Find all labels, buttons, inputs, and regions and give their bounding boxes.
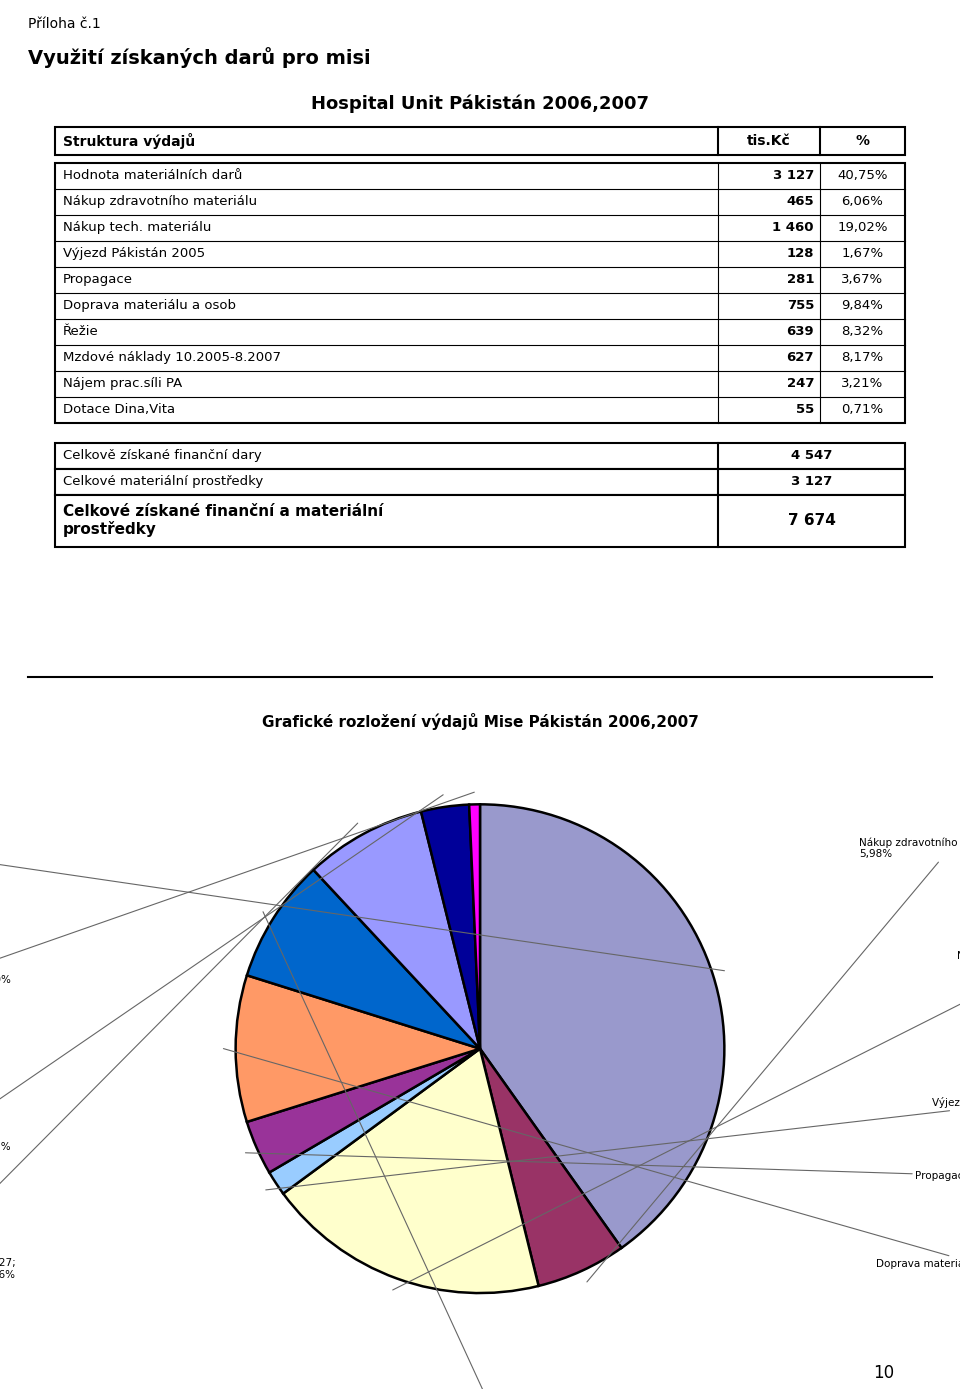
Text: Nákup zdravotního materiálu: Nákup zdravotního materiálu [63, 196, 257, 208]
Text: Příloha č.1: Příloha č.1 [28, 17, 101, 31]
Wedge shape [283, 1049, 539, 1293]
Wedge shape [247, 870, 480, 1049]
Text: Celkové materiální prostředky: Celkové materiální prostředky [63, 475, 263, 488]
Wedge shape [314, 811, 480, 1049]
Text: 9,84%: 9,84% [842, 299, 883, 313]
Wedge shape [270, 1049, 480, 1193]
Bar [55, 468, 905, 494]
Text: Propagace: Propagace [63, 274, 133, 286]
Text: 3,67%: 3,67% [841, 274, 883, 286]
Text: Hospital Unit Pákistán 2006,2007: Hospital Unit Pákistán 2006,2007 [311, 94, 649, 114]
Text: Celkové získané finanční a materiální
prostředky: Celkové získané finanční a materiální pr… [63, 504, 383, 538]
Text: Struktura výdajů: Struktura výdajů [63, 133, 195, 149]
Text: 281: 281 [786, 274, 814, 286]
Text: 6,06%: 6,06% [842, 196, 883, 208]
Text: Nájem prac.síli PA; 247; 3,17%: Nájem prac.síli PA; 247; 3,17% [0, 795, 444, 1151]
Text: 755: 755 [786, 299, 814, 313]
Text: 3 127: 3 127 [773, 169, 814, 182]
Wedge shape [247, 1049, 480, 1172]
Text: Doprava materiálu a osob: Doprava materiálu a osob [63, 299, 236, 313]
Text: 247: 247 [786, 378, 814, 390]
Text: Nákup tech. materiálu: Nákup tech. materiálu [63, 221, 211, 235]
Text: Nákup zdravotního materiálu; 465;
5,98%: Nákup zdravotního materiálu; 465; 5,98% [587, 838, 960, 1282]
Bar [55, 126, 905, 156]
Text: Řežie; 639; 8,21%: Řežie; 639; 8,21% [263, 911, 540, 1389]
Text: 639: 639 [786, 325, 814, 339]
Text: tis.Kč: tis.Kč [747, 133, 791, 147]
Text: 40,75%: 40,75% [837, 169, 888, 182]
Text: 55: 55 [796, 403, 814, 417]
Text: 3 127: 3 127 [791, 475, 832, 488]
Wedge shape [235, 975, 480, 1122]
Text: Mzdové náklady 10.2005-8.2007; 627;
8,06%: Mzdové náklady 10.2005-8.2007; 627; 8,06… [0, 824, 358, 1279]
Text: 627: 627 [786, 351, 814, 364]
Text: 8,32%: 8,32% [841, 325, 883, 339]
Text: 1,67%: 1,67% [841, 247, 883, 260]
Bar [55, 163, 905, 422]
Text: Výjezd Pákistán 2005: Výjezd Pákistán 2005 [63, 247, 205, 260]
Text: 10: 10 [873, 1364, 894, 1382]
Wedge shape [421, 804, 480, 1049]
Text: Celkově získané finanční dary: Celkově získané finanční dary [63, 449, 262, 463]
Text: 4 547: 4 547 [791, 449, 832, 463]
Text: Dotace Dina,Vita: Dotace Dina,Vita [63, 403, 175, 417]
Text: Hodnota materiálních darů; 3 127;
40,18%: Hodnota materiálních darů; 3 127; 40,18% [0, 838, 725, 971]
Text: %: % [855, 133, 870, 147]
Text: Dotace Dina,Vita; 55; 0,70%: Dotace Dina,Vita; 55; 0,70% [0, 792, 474, 985]
Text: 3,21%: 3,21% [841, 378, 883, 390]
Text: 19,02%: 19,02% [837, 221, 888, 235]
Bar [55, 443, 905, 468]
Text: Propagace; 281; 3,61%: Propagace; 281; 3,61% [246, 1153, 960, 1181]
Text: 128: 128 [786, 247, 814, 260]
Text: Řežie: Řežie [63, 325, 99, 339]
Text: Nájem prac.síli PA: Nájem prac.síli PA [63, 378, 182, 390]
Text: 0,71%: 0,71% [841, 403, 883, 417]
Text: Doprava materiálu a osob; 755; 9,70%: Doprava materiálu a osob; 755; 9,70% [224, 1049, 960, 1270]
Text: Výjezd Pákistán 2005; 128; 1,65%: Výjezd Pákistán 2005; 128; 1,65% [266, 1097, 960, 1190]
Text: 1 460: 1 460 [773, 221, 814, 235]
Text: 465: 465 [786, 196, 814, 208]
Text: Hodnota materiálních darů: Hodnota materiálních darů [63, 169, 242, 182]
Text: Mzdové náklady 10.2005-8.2007: Mzdové náklady 10.2005-8.2007 [63, 351, 281, 364]
Text: 7 674: 7 674 [787, 513, 835, 528]
Wedge shape [469, 804, 480, 1049]
Wedge shape [480, 804, 725, 1247]
Text: Využití získaných darů pro misi: Využití získaných darů pro misi [28, 47, 371, 68]
Bar [55, 494, 905, 547]
Wedge shape [480, 1049, 621, 1286]
Text: Grafické rozložení výdajů Mise Pákistán 2006,2007: Grafické rozložení výdajů Mise Pákistán … [261, 713, 699, 729]
Text: Nákup tech. materiálu; 1 460; 18,75%: Nákup tech. materiálu; 1 460; 18,75% [393, 950, 960, 1290]
Text: 8,17%: 8,17% [841, 351, 883, 364]
